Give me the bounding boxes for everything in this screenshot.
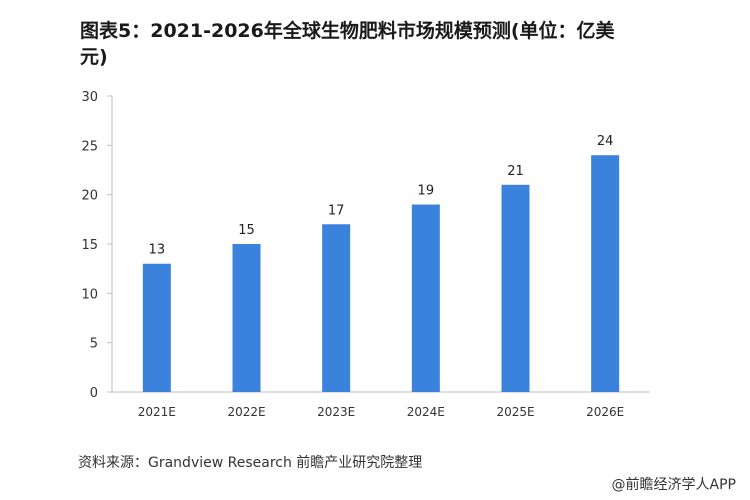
y-tick-label: 5 [90,337,98,352]
bar-2025E [501,184,530,392]
y-tick-label: 25 [81,139,98,154]
x-tick-label-2026E: 2026E [586,405,624,419]
x-tick-label-2025E: 2025E [496,405,534,419]
y-tick-label: 15 [81,238,98,253]
y-tick-label: 20 [81,189,98,204]
data-label-2025E: 21 [507,164,524,179]
bar-2024E [411,204,440,392]
bar-2026E [591,155,620,392]
bar-2022E [232,244,261,392]
data-label-2026E: 24 [597,134,614,149]
data-label-2023E: 17 [328,203,345,218]
x-tick-label-2023E: 2023E [317,405,355,419]
chart-title: 图表5：2021-2026年全球生物肥料市场规模预测(单位：亿美元) [80,20,615,68]
footer-brand: @前瞻经济学人APP [612,474,736,494]
bar-chart: 0 5 10 15 20 25 30 13 2021E 15 2022E 17 2023E 19 2024… [81,90,650,419]
data-label-2022E: 15 [238,223,255,238]
bar-2021E [142,263,171,392]
data-label-2024E: 19 [418,184,435,199]
x-tick-label-2021E: 2021E [138,405,176,419]
footer-text: @前瞻经济学人APP [611,477,736,493]
x-tick-label-2024E: 2024E [407,405,445,419]
x-tick-label-2022E: 2022E [227,405,265,419]
y-tick-label: 30 [81,90,98,105]
data-label-2021E: 13 [149,243,166,258]
source-note: 资料来源：Grandview Research 前瞻产业研究院整理 [78,455,423,471]
bar-2023E [322,224,351,392]
y-tick-label: 0 [90,386,98,401]
y-tick-label: 10 [81,287,98,302]
